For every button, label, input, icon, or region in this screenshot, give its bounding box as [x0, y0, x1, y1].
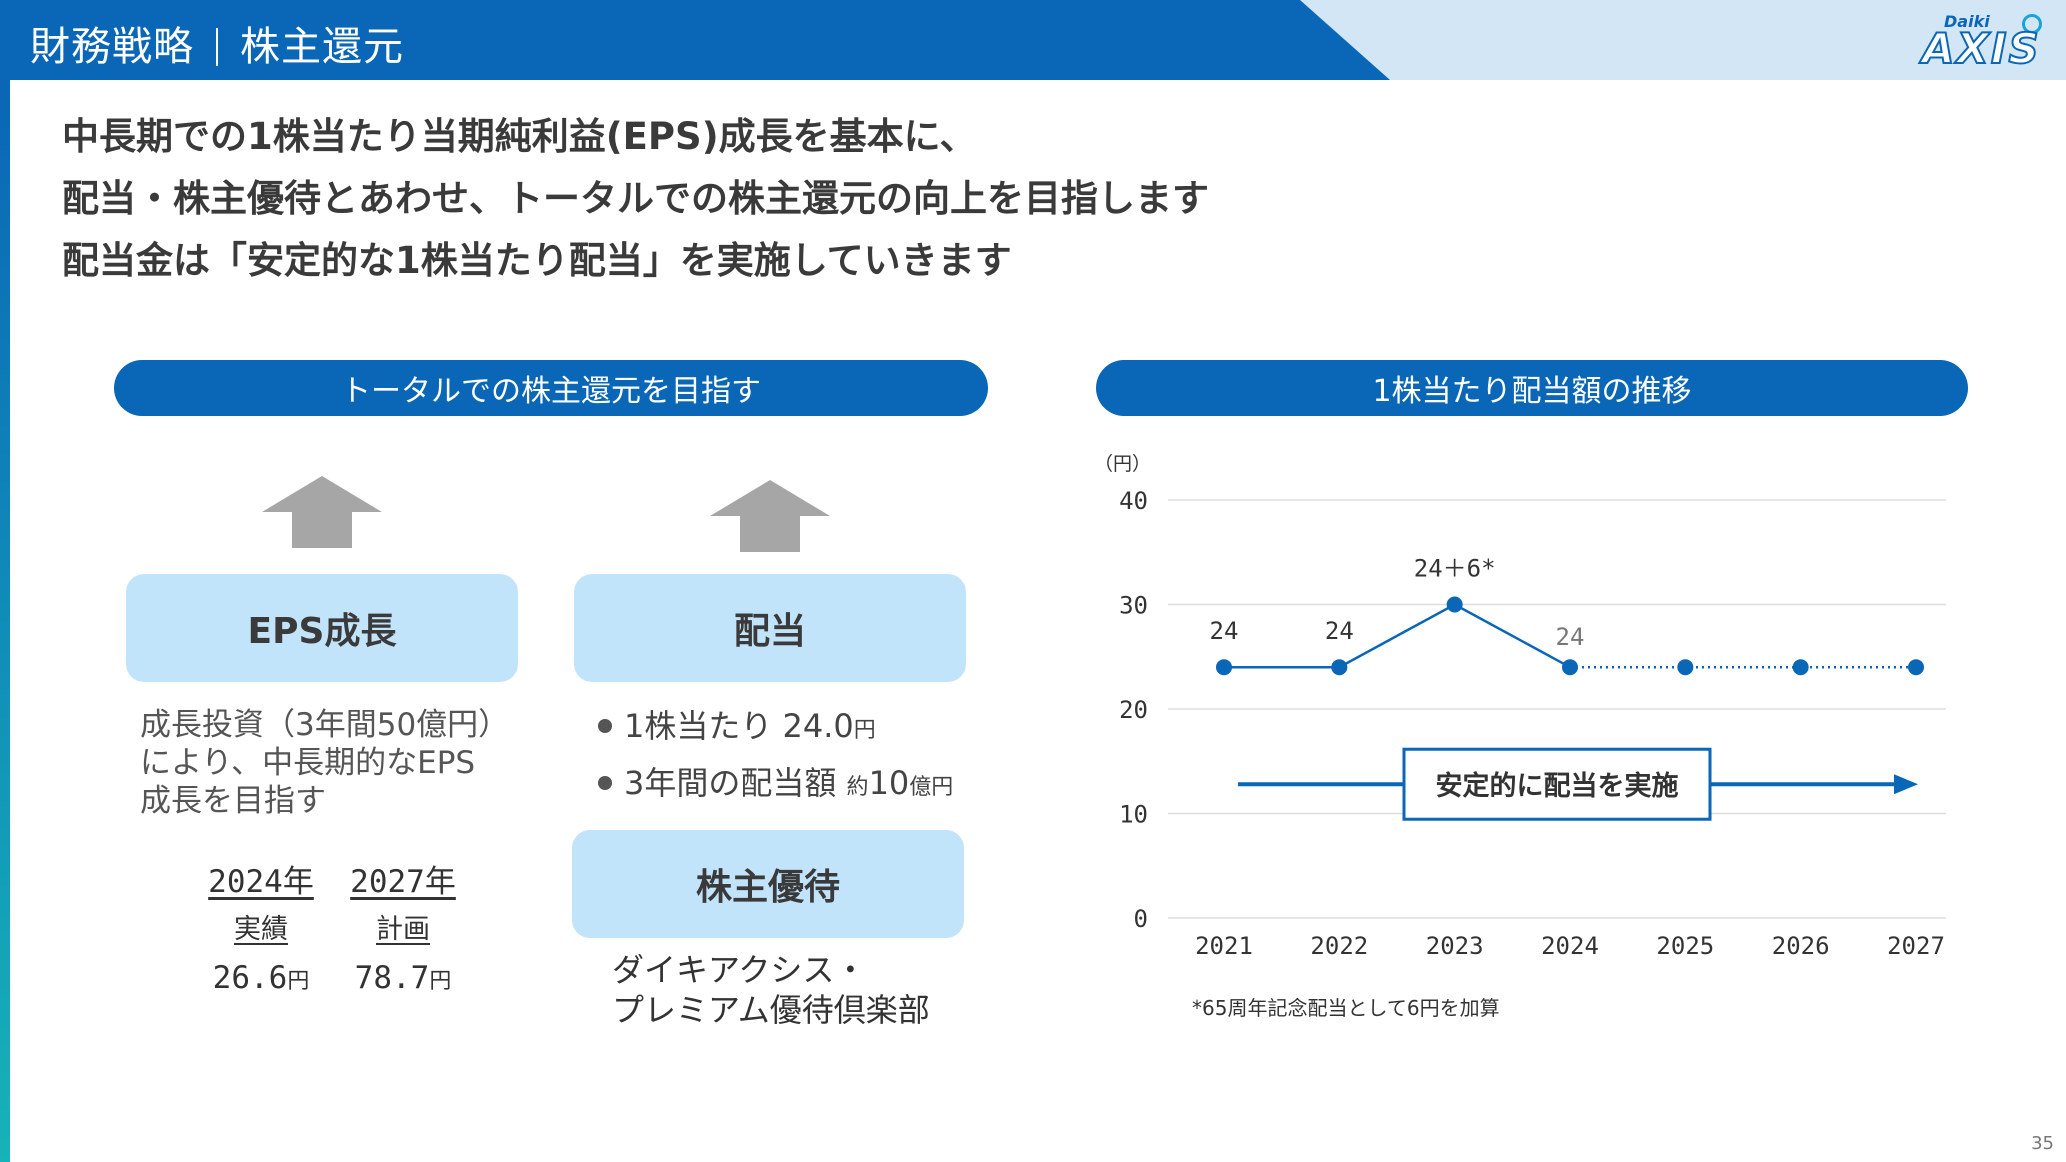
y-tick-label: 0 — [1134, 905, 1148, 933]
perk-description: ダイキアクシス・ プレミアム優待倶楽部 — [612, 950, 930, 1030]
eps-value-unit: 円 — [429, 969, 452, 994]
logo-mark-icon — [2022, 14, 2042, 34]
intro-line-2: 配当・株主優待とあわせ、トータルでの株主還元の向上を目指します — [62, 177, 1209, 220]
x-tick-label: 2024 — [1541, 932, 1599, 960]
data-label: 24 — [1325, 617, 1354, 645]
data-point — [1216, 659, 1232, 676]
data-label: 24 — [1556, 623, 1585, 651]
logo-main-text: AXIS — [1921, 23, 2041, 74]
bullet-item: 3年間の配当額 約10億円 — [598, 757, 953, 814]
intro-statement: 中長期での1株当たり当期純利益(EPS)成長を基本に、 配当・株主優待とあわせ、… — [62, 106, 1209, 292]
bullet-prefix: 約 — [846, 775, 869, 800]
eps-desc-line: 成長を目指す — [140, 783, 326, 819]
up-arrow-icon — [710, 480, 830, 552]
annotation-box — [1402, 747, 1712, 821]
eps-desc-line: により、中長期的なEPS — [140, 745, 476, 781]
y-tick-label: 10 — [1119, 801, 1148, 829]
bullet-text: 3年間の配当額 — [624, 764, 847, 802]
left-panel-heading: トータルでの株主還元を目指す — [114, 360, 988, 416]
data-point — [1331, 659, 1348, 676]
y-tick-label: 20 — [1119, 696, 1148, 724]
eps-year: 2024年 — [208, 864, 314, 900]
intro-line-1: 中長期での1株当たり当期純利益(EPS)成長を基本に、 — [62, 115, 977, 158]
bullet-unit: 億円 — [909, 775, 954, 800]
data-point — [1677, 659, 1694, 676]
eps-value-number: 26.6 — [212, 960, 288, 996]
shareholder-perk-box: 株主優待 — [572, 830, 964, 938]
data-label: 24 — [1210, 617, 1239, 645]
x-tick-label: 2025 — [1656, 932, 1714, 960]
page-title: 財務戦略 株主還元 — [30, 14, 404, 72]
eps-kind: 計画 — [376, 914, 430, 945]
data-label: 24＋6* — [1414, 555, 1496, 583]
header-title-band — [0, 0, 1390, 80]
x-tick-label: 2023 — [1426, 932, 1484, 960]
section-title: 財務戦略 — [30, 24, 194, 70]
up-arrow-icon — [262, 476, 382, 548]
chart-footnote: *65周年記念配当として6円を加算 — [1192, 996, 1500, 1020]
page-number: 35 — [2031, 1133, 2054, 1154]
bullet-dot-icon — [598, 776, 612, 790]
eps-description: 成長投資（3年間50億円） により、中長期的なEPS 成長を目指す — [140, 706, 509, 820]
series-line-actual — [1224, 603, 1571, 669]
perk-desc-line: プレミアム優待倶楽部 — [612, 991, 930, 1029]
eps-value: 78.7円 — [338, 960, 468, 996]
perk-desc-line: ダイキアクシス・ — [612, 951, 867, 989]
bullet-item: 1株当たり 24.0円 — [598, 700, 953, 757]
logo-small-text: Daiki — [1944, 12, 1990, 31]
y-axis-unit-label: （円） — [1094, 453, 1151, 475]
x-tick-label: 2027 — [1887, 932, 1945, 960]
x-tick-label: 2026 — [1772, 932, 1830, 960]
left-accent-stripe — [0, 80, 10, 1162]
dividend-chart: （円） 0 10 20 30 40 2021 2022 2023 2024 2025 2026 2027… — [1094, 453, 1946, 960]
eps-col-2024: 2024年 実績 26.6円 — [196, 856, 326, 996]
dividend-box: 配当 — [574, 574, 966, 682]
right-panel-heading: 1株当たり配当額の推移 — [1096, 360, 1968, 416]
bullet-unit: 円 — [853, 718, 876, 743]
topic-title: 株主還元 — [240, 24, 404, 70]
intro-line-3: 配当金は「安定的な1株当たり配当」を実施していきます — [62, 239, 1012, 282]
x-tick-label: 2021 — [1195, 932, 1253, 960]
bullet-dot-icon — [598, 719, 612, 733]
company-logo: Daiki AXIS — [1921, 12, 2052, 74]
title-separator — [216, 28, 218, 66]
data-point — [1562, 659, 1578, 676]
eps-kind: 実績 — [234, 914, 288, 945]
eps-year: 2027年 — [350, 864, 456, 900]
bullet-number: 10 — [868, 764, 910, 802]
eps-value-number: 78.7 — [354, 960, 430, 996]
y-tick-label: 30 — [1119, 592, 1148, 620]
data-point — [1792, 659, 1809, 676]
eps-col-2027: 2027年 計画 78.7円 — [338, 856, 468, 996]
eps-desc-line: 成長投資（3年間50億円） — [140, 707, 510, 743]
data-point — [1908, 659, 1924, 676]
bullet-text: 1株当たり 24.0 — [624, 707, 854, 745]
annotation-text: 安定的に配当を実施 — [1436, 770, 1679, 802]
data-point — [1446, 596, 1463, 613]
eps-value: 26.6円 — [196, 960, 326, 996]
x-tick-label: 2022 — [1310, 932, 1368, 960]
dividend-bullets: 1株当たり 24.0円 3年間の配当額 約10億円 — [598, 700, 953, 814]
y-tick-label: 40 — [1119, 487, 1148, 515]
eps-value-unit: 円 — [287, 969, 310, 994]
eps-growth-box: EPS成長 — [126, 574, 518, 682]
annotation-arrow-head-icon — [1894, 774, 1918, 795]
